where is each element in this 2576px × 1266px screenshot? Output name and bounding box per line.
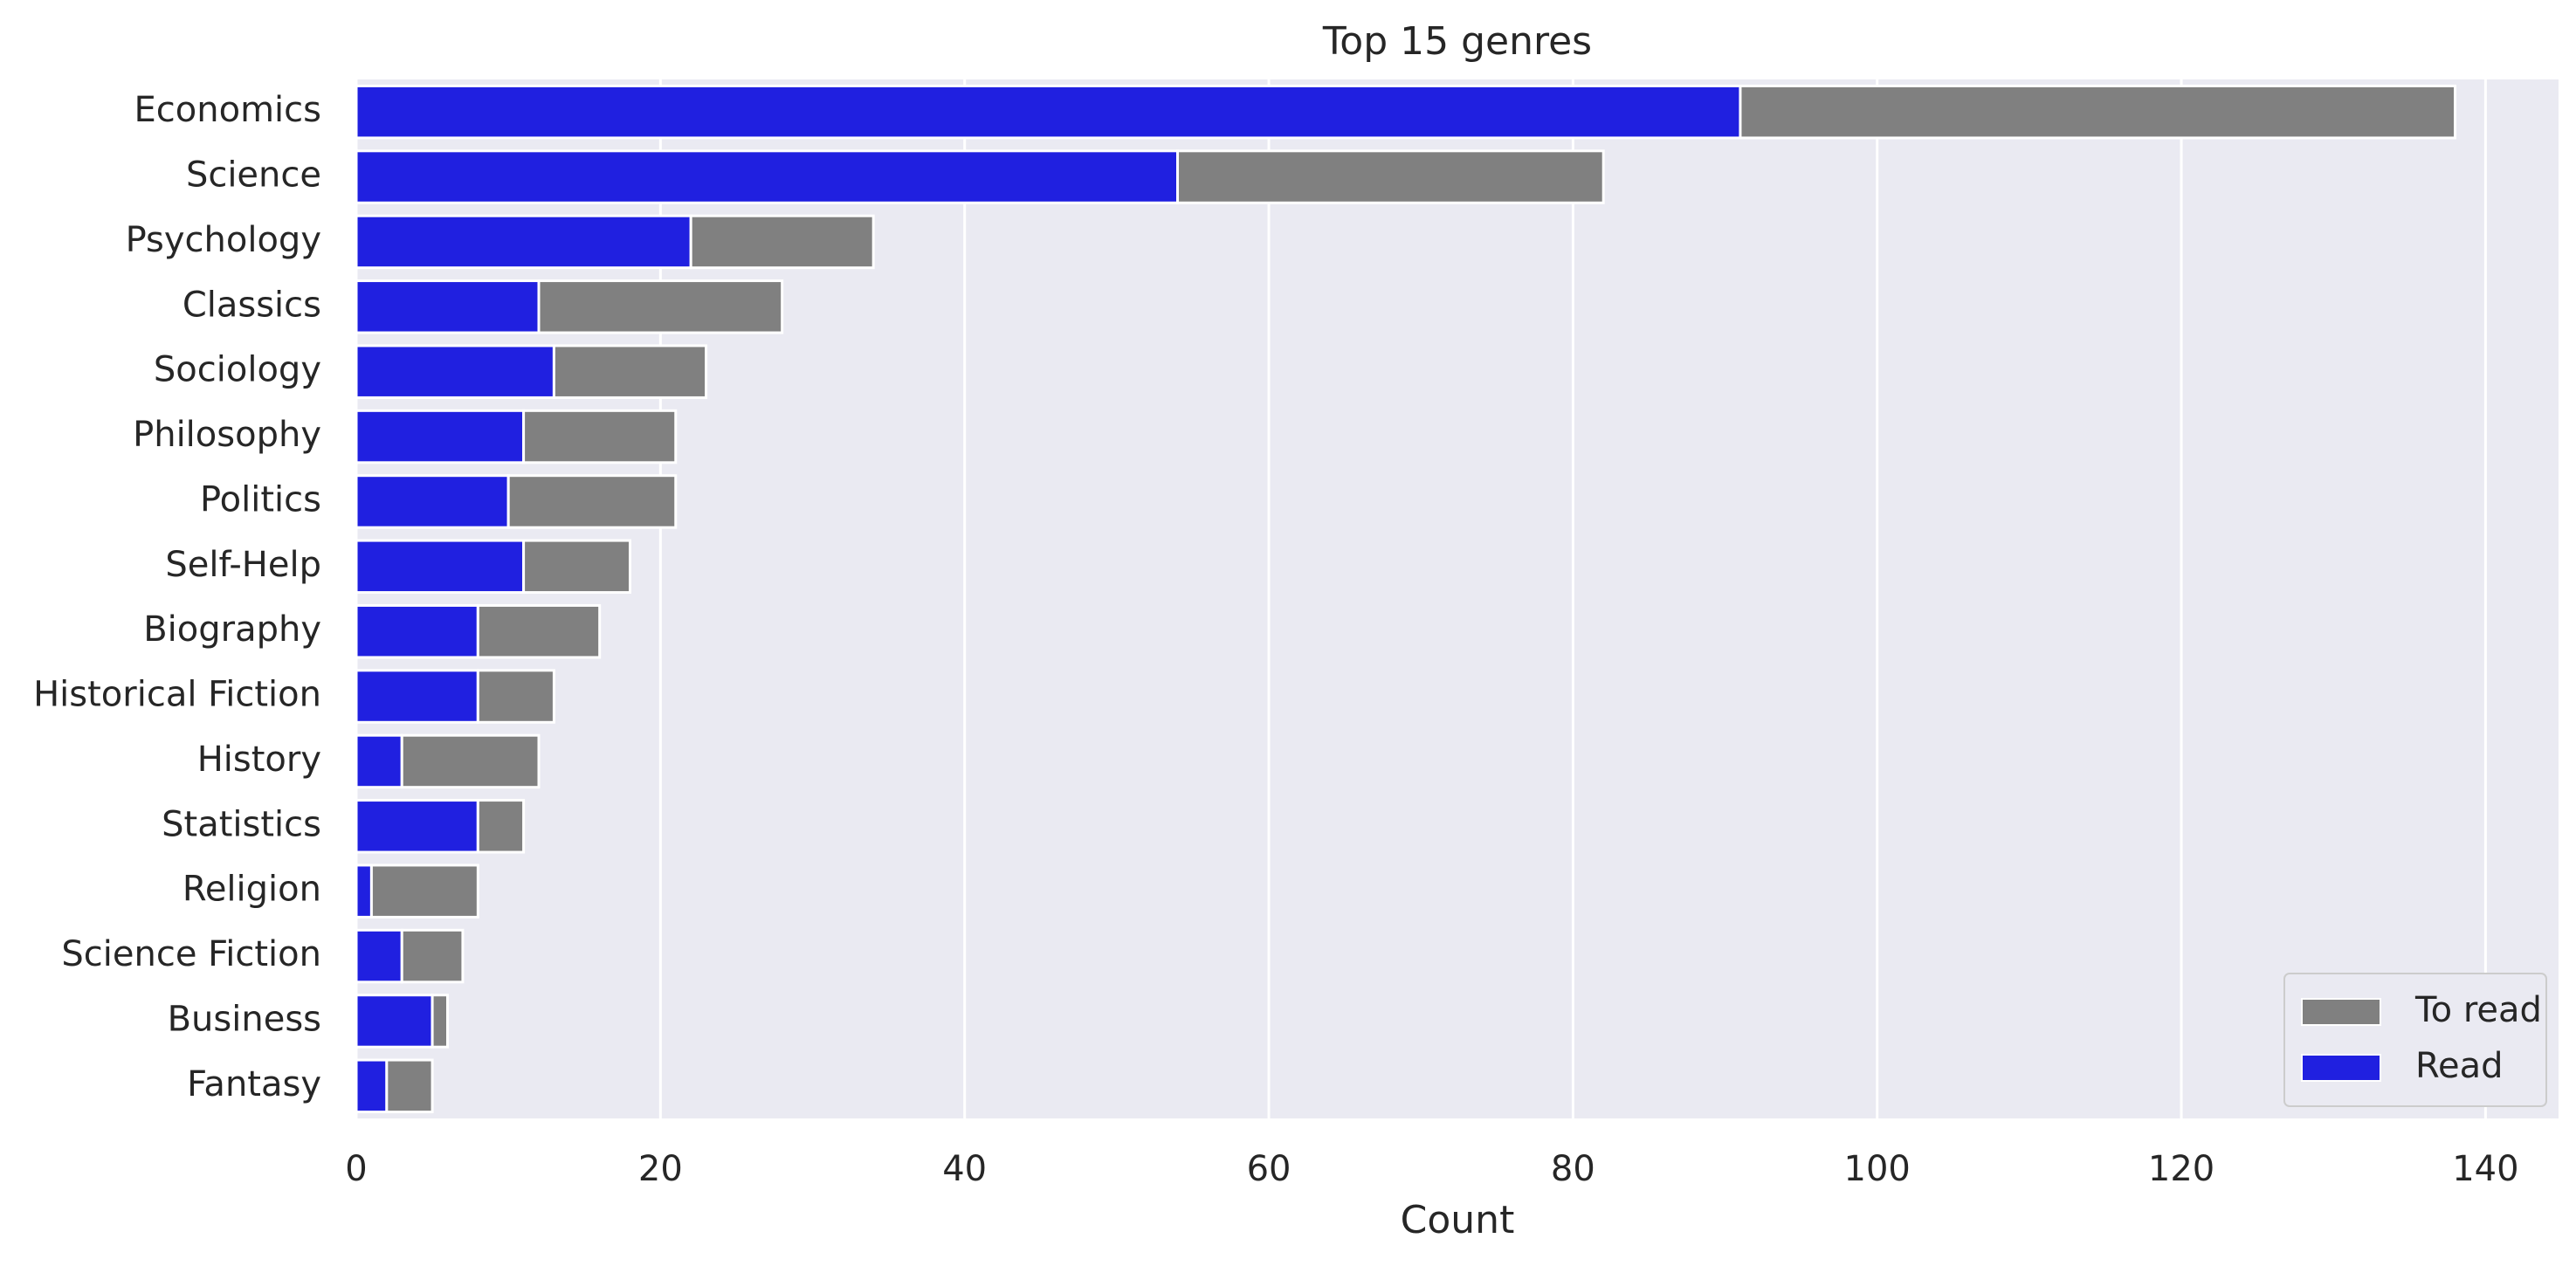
bar-segment [355,409,526,464]
bar-segment [355,994,434,1049]
bar-segment [355,603,479,659]
bar-segment [1739,84,2457,140]
x-tick-label: 140 [2452,1149,2518,1189]
bar-segment [355,928,403,984]
bar-segment [385,1058,434,1114]
bar-segment [355,539,526,595]
bar-segment [355,863,373,919]
bar-segment [355,214,692,270]
y-tick-label: Sociology [154,350,321,390]
bar-segment [1176,149,1605,204]
y-tick-label: Classics [183,285,321,325]
bar-segment [355,344,555,399]
bar-segment [400,733,541,789]
y-tick-label: Self-Help [165,545,321,585]
bar-segment [506,474,678,529]
y-tick-label: Economics [134,90,321,130]
bar-segment [476,669,555,724]
bar-segment [355,279,541,334]
bar-segment [400,928,465,984]
y-tick-label: Business [168,999,321,1039]
x-tick-label: 0 [345,1149,367,1189]
bar-segment [355,733,403,789]
bar-segment [522,539,632,595]
y-tick-label: Politics [200,479,321,519]
x-tick-label: 20 [638,1149,683,1189]
bar-segment [355,149,1180,204]
x-tick-label: 80 [1551,1149,1595,1189]
x-tick-label: 120 [2148,1149,2214,1189]
bar-segment [476,799,526,854]
y-tick-label: Fantasy [187,1064,321,1104]
y-tick-label: Religion [183,870,321,910]
x-tick-label: 100 [1844,1149,1911,1189]
y-tick-label: Science Fiction [61,934,321,974]
y-tick-label: Philosophy [133,415,321,455]
bar-segment [355,799,479,854]
bar-segment [355,84,1742,140]
y-tick-label: History [197,740,321,780]
bars [355,84,2457,1114]
chart-title: Top 15 genres [1322,19,1592,64]
legend-swatch [2301,998,2381,1026]
bar-segment [476,603,602,659]
x-tick-label: 40 [942,1149,987,1189]
legend-label: Read [2415,1046,2504,1086]
x-axis-label: Count [1401,1198,1515,1242]
bar-segment [369,863,479,919]
x-tick-label: 60 [1247,1149,1291,1189]
bar-segment [355,669,479,724]
bar-segment [430,994,450,1049]
y-tick-label: Science [186,155,321,196]
y-tick-label: Psychology [126,220,321,260]
bar-segment [552,344,708,399]
legend: To read Read [2283,973,2547,1107]
legend-swatch [2301,1054,2381,1082]
y-tick-label: Statistics [162,804,321,844]
bar-segment [537,279,784,334]
bar-segment [355,474,510,529]
bar-segment [522,409,678,464]
legend-label: To read [2414,990,2542,1030]
bar-segment [689,214,875,270]
y-tick-label: Biography [143,609,321,650]
y-tick-label: Historical Fiction [33,675,321,715]
bar-segment [355,1058,389,1114]
